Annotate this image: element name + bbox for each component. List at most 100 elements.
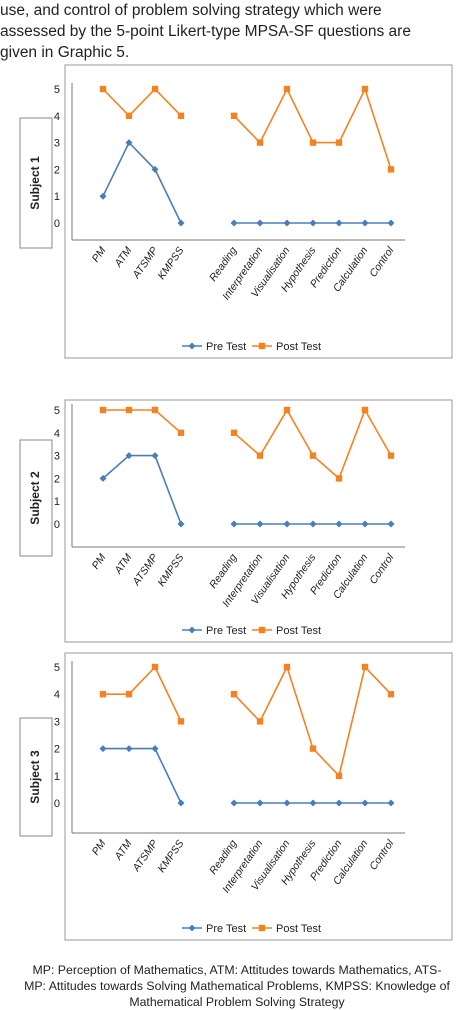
legend-label: Pre Test <box>206 625 246 637</box>
y-tick-label: 3 <box>54 451 60 463</box>
post-test-point <box>256 139 264 146</box>
pre-test-point <box>125 745 133 753</box>
pre-test-point <box>387 799 395 807</box>
y-tick-label: 0 <box>54 519 60 531</box>
y-tick-label: 1 <box>54 771 60 783</box>
y-tick-label: 1 <box>54 496 60 508</box>
intro-text: use, and control of problem solving stra… <box>0 0 474 63</box>
x-tick-label: Control <box>367 551 397 586</box>
post-test-point <box>125 112 133 119</box>
legend-label: Pre Test <box>206 923 246 935</box>
post-test-point <box>99 691 107 698</box>
post-test-point <box>99 406 107 414</box>
post-test-point <box>361 406 369 414</box>
post-test-point <box>335 475 343 482</box>
x-tick-label: PM <box>90 245 109 265</box>
y-tick-label: 5 <box>54 84 60 96</box>
y-tick-label: 3 <box>54 138 60 150</box>
pre-test-point <box>335 799 343 807</box>
pre-test-point <box>230 799 238 807</box>
y-tick-label: 2 <box>54 164 60 176</box>
post-test-point <box>125 691 133 698</box>
series-line-post-test <box>233 86 392 170</box>
pre-test-point <box>256 219 264 227</box>
x-tick-label: ATM <box>112 552 135 577</box>
y-tick-label: 4 <box>54 111 60 123</box>
chart-frame <box>64 399 453 643</box>
pre-test-point <box>230 520 238 528</box>
post-test-point <box>387 691 395 698</box>
pre-test-point <box>125 139 133 147</box>
pre-test-point <box>151 165 159 173</box>
post-test-point <box>283 85 291 93</box>
post-test-point <box>309 139 317 146</box>
pre-test-point <box>361 799 369 807</box>
intro-line: use, and control of problem solving stra… <box>0 2 382 19</box>
pre-test-point <box>151 452 159 460</box>
pre-test-point <box>125 452 133 460</box>
pre-test-point <box>335 219 343 227</box>
post-test-point <box>256 452 264 459</box>
post-test-point <box>125 406 133 414</box>
x-tick-label: ATM <box>112 838 135 863</box>
pre-test-point <box>387 520 395 528</box>
y-tick-label: 4 <box>54 689 60 701</box>
series-line-post-test <box>102 87 182 117</box>
pre-test-point <box>99 192 107 200</box>
post-test-point <box>177 112 185 119</box>
pre-test-point <box>177 219 185 227</box>
y-tick-label: 3 <box>54 716 60 728</box>
post-test-point <box>309 745 317 752</box>
x-tick-label: KMPSS <box>156 245 187 282</box>
post-test-point <box>230 691 238 698</box>
post-test-point <box>151 85 159 93</box>
y-tick-label: 0 <box>54 798 60 810</box>
pre-test-point <box>309 799 317 807</box>
y-tick-label: 0 <box>54 218 60 230</box>
pre-test-point <box>335 520 343 528</box>
post-test-point <box>283 406 291 414</box>
post-test-point <box>230 112 238 119</box>
pre-test-point <box>151 745 159 753</box>
post-test-point <box>256 718 264 725</box>
intro-line: given in Graphic 5. <box>0 44 130 61</box>
post-test-point <box>177 718 185 725</box>
post-test-point <box>99 85 107 93</box>
subject-label-box <box>19 717 53 837</box>
chart-title: Subject 1 <box>28 156 42 210</box>
x-tick-label: Control <box>367 837 397 872</box>
figure-caption: MP: Perception of Mathematics, ATM: Atti… <box>0 962 474 1010</box>
legend-label: Post Test <box>276 341 321 353</box>
pre-test-point <box>283 219 291 227</box>
pre-test-point <box>309 219 317 227</box>
legend-marker-pre-test <box>188 342 196 350</box>
post-test-point <box>361 663 369 671</box>
y-tick-label: 2 <box>54 744 60 756</box>
y-tick-label: 5 <box>54 405 60 417</box>
post-test-point <box>335 139 343 146</box>
chart-title: Subject 2 <box>28 471 42 525</box>
x-tick-label: ATM <box>112 245 135 270</box>
legend-label: Pre Test <box>206 341 246 353</box>
series-line-pre-test <box>102 141 182 224</box>
y-tick-label: 2 <box>54 473 60 485</box>
legend-marker-pre-test <box>188 924 196 932</box>
series-line-pre-test <box>102 454 182 525</box>
legend-marker-post-test <box>258 626 266 634</box>
post-test-point <box>151 406 159 414</box>
series-line-post-test <box>233 408 392 480</box>
series-line-post-test <box>103 409 182 434</box>
post-test-point <box>283 663 291 671</box>
x-tick-label: PM <box>90 552 109 572</box>
legend-marker-post-test <box>258 924 266 932</box>
subject-label-box <box>19 117 53 249</box>
post-test-point <box>361 85 369 93</box>
legend-label: Post Test <box>276 625 321 637</box>
post-test-point <box>230 429 238 436</box>
chart-title: Subject 3 <box>28 750 42 804</box>
legend-marker-pre-test <box>188 626 196 634</box>
series-line-post-test <box>103 665 182 722</box>
pre-test-point <box>361 219 369 227</box>
post-test-point <box>151 663 159 671</box>
